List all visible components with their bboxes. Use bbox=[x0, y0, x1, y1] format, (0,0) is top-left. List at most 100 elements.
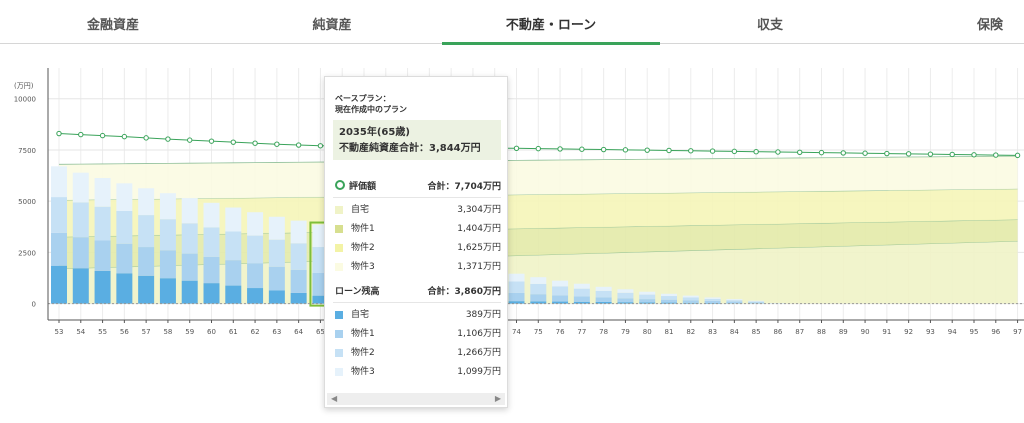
loan-bar-segment bbox=[661, 299, 677, 303]
swatch-icon bbox=[335, 349, 343, 357]
x-tick-label: 56 bbox=[120, 328, 129, 336]
loan-bar-segment bbox=[159, 219, 176, 251]
x-tick-label: 54 bbox=[76, 328, 85, 336]
swatch-icon bbox=[335, 263, 343, 271]
x-tick-label: 60 bbox=[207, 328, 216, 336]
loan-bar-segment bbox=[225, 207, 242, 232]
x-tick-label: 93 bbox=[926, 328, 935, 336]
loan-bar-segment bbox=[51, 197, 67, 233]
x-tick-label: 53 bbox=[55, 328, 64, 336]
x-tick-label: 62 bbox=[251, 328, 260, 336]
loan-bar-segment bbox=[530, 294, 547, 302]
loan-bar-segment bbox=[138, 247, 155, 276]
loan-row-prop3: 物件3 1,099万円 bbox=[335, 363, 501, 381]
x-tick-label: 57 bbox=[142, 328, 151, 336]
loan-bar-segment bbox=[748, 300, 765, 302]
loan-bar-segment bbox=[268, 266, 285, 291]
loan-bar-segment bbox=[617, 289, 634, 293]
y-unit-label: (万円) bbox=[14, 82, 34, 90]
valuation-point bbox=[600, 146, 607, 153]
valuation-point bbox=[644, 147, 650, 153]
x-tick-label: 76 bbox=[556, 328, 565, 336]
loan-bar-segment bbox=[72, 268, 89, 304]
valuation-point bbox=[56, 130, 62, 137]
loan-bar-segment bbox=[94, 206, 111, 241]
loan-bar-segment bbox=[116, 211, 133, 244]
tab-income-expense[interactable]: 収支 bbox=[756, 18, 783, 33]
loan-bar-segment bbox=[290, 292, 307, 304]
loan-bar-segment bbox=[508, 301, 525, 304]
loan-bar-segment bbox=[508, 273, 525, 282]
valuation-point bbox=[295, 142, 302, 148]
x-tick-label: 89 bbox=[839, 328, 848, 336]
tab-bar: 金融資産 純資産 不動産・ローン 収支 保険 bbox=[0, 0, 1024, 45]
scroll-right-icon[interactable]: ▶ bbox=[494, 394, 501, 403]
loan-bar-segment bbox=[72, 202, 89, 238]
x-tick-label: 83 bbox=[708, 328, 717, 336]
loan-bar-segment bbox=[116, 243, 133, 274]
valuation-point bbox=[971, 152, 977, 158]
valuation-point bbox=[884, 150, 890, 157]
valuation-row-home: 自宅 3,304万円 bbox=[335, 201, 501, 219]
valuation-point bbox=[927, 151, 934, 157]
x-tick-label: 90 bbox=[861, 328, 870, 336]
loan-bar-segment bbox=[51, 232, 67, 266]
x-tick-label: 92 bbox=[904, 328, 913, 336]
valuation-point bbox=[143, 135, 149, 141]
valuation-point bbox=[753, 148, 759, 155]
loan-bar-segment bbox=[639, 299, 656, 303]
loan-bar-segment bbox=[595, 286, 612, 291]
y-tick-label: 0 bbox=[32, 301, 36, 309]
loan-bar-segment bbox=[552, 286, 569, 296]
tab-net-assets[interactable]: 純資産 bbox=[312, 18, 352, 33]
tab-insurance[interactable]: 保険 bbox=[976, 18, 1003, 33]
valuation-point bbox=[557, 146, 563, 152]
loan-bar-segment bbox=[552, 301, 569, 304]
valuation-header: 評価額 合計：7,704万円 bbox=[335, 179, 501, 195]
valuation-point bbox=[1014, 152, 1021, 159]
loan-bar-segment bbox=[203, 202, 220, 228]
loan-bar-segment bbox=[225, 231, 242, 261]
loan-bar-segment bbox=[181, 223, 198, 254]
x-tick-label: 77 bbox=[577, 328, 586, 336]
tab-real-estate-loan[interactable]: 不動産・ローン bbox=[442, 0, 660, 45]
loan-bar-segment bbox=[748, 301, 765, 303]
divider bbox=[333, 302, 501, 303]
loan-bar-segment bbox=[247, 288, 264, 304]
swatch-icon bbox=[335, 206, 343, 214]
loan-bar-segment bbox=[159, 193, 176, 220]
valuation-point bbox=[121, 133, 128, 140]
loan-bar-segment bbox=[595, 301, 612, 304]
loan-bar-segment bbox=[661, 302, 677, 304]
valuation-point bbox=[993, 152, 999, 158]
loan-bar-segment bbox=[639, 302, 656, 304]
x-tick-label: 65 bbox=[316, 328, 325, 336]
loan-bar-segment bbox=[552, 295, 569, 302]
x-tick-label: 64 bbox=[294, 328, 303, 336]
loan-row-home: 自宅 389万円 bbox=[335, 306, 501, 324]
tab-financial-assets[interactable]: 金融資産 bbox=[86, 18, 139, 33]
valuation-point bbox=[905, 151, 912, 157]
valuation-point bbox=[317, 143, 324, 149]
x-tick-label: 87 bbox=[795, 328, 804, 336]
loan-bar-segment bbox=[247, 212, 264, 236]
x-tick-label: 78 bbox=[599, 328, 608, 336]
x-tick-label: 79 bbox=[621, 328, 630, 336]
loan-bar-segment bbox=[748, 302, 765, 304]
valuation-area-edge bbox=[58, 155, 1018, 165]
x-tick-label: 91 bbox=[882, 328, 891, 336]
swatch-icon bbox=[335, 330, 343, 338]
loan-bar-segment bbox=[704, 298, 721, 301]
loan-bar-segment bbox=[268, 216, 285, 240]
tooltip-scrollbar[interactable]: ◀ ▶ bbox=[327, 393, 505, 405]
x-tick-label: 74 bbox=[512, 328, 521, 336]
loan-bar-segment bbox=[51, 265, 67, 304]
scroll-left-icon[interactable]: ◀ bbox=[331, 394, 338, 403]
loan-bar-segment bbox=[573, 283, 590, 289]
valuation-point bbox=[818, 149, 825, 156]
loan-bar-segment bbox=[595, 297, 612, 302]
loan-bar-segment bbox=[138, 275, 155, 304]
loan-bar-segment bbox=[181, 280, 198, 304]
loan-bar-segment bbox=[138, 188, 155, 216]
loan-bar-segment bbox=[203, 227, 220, 257]
